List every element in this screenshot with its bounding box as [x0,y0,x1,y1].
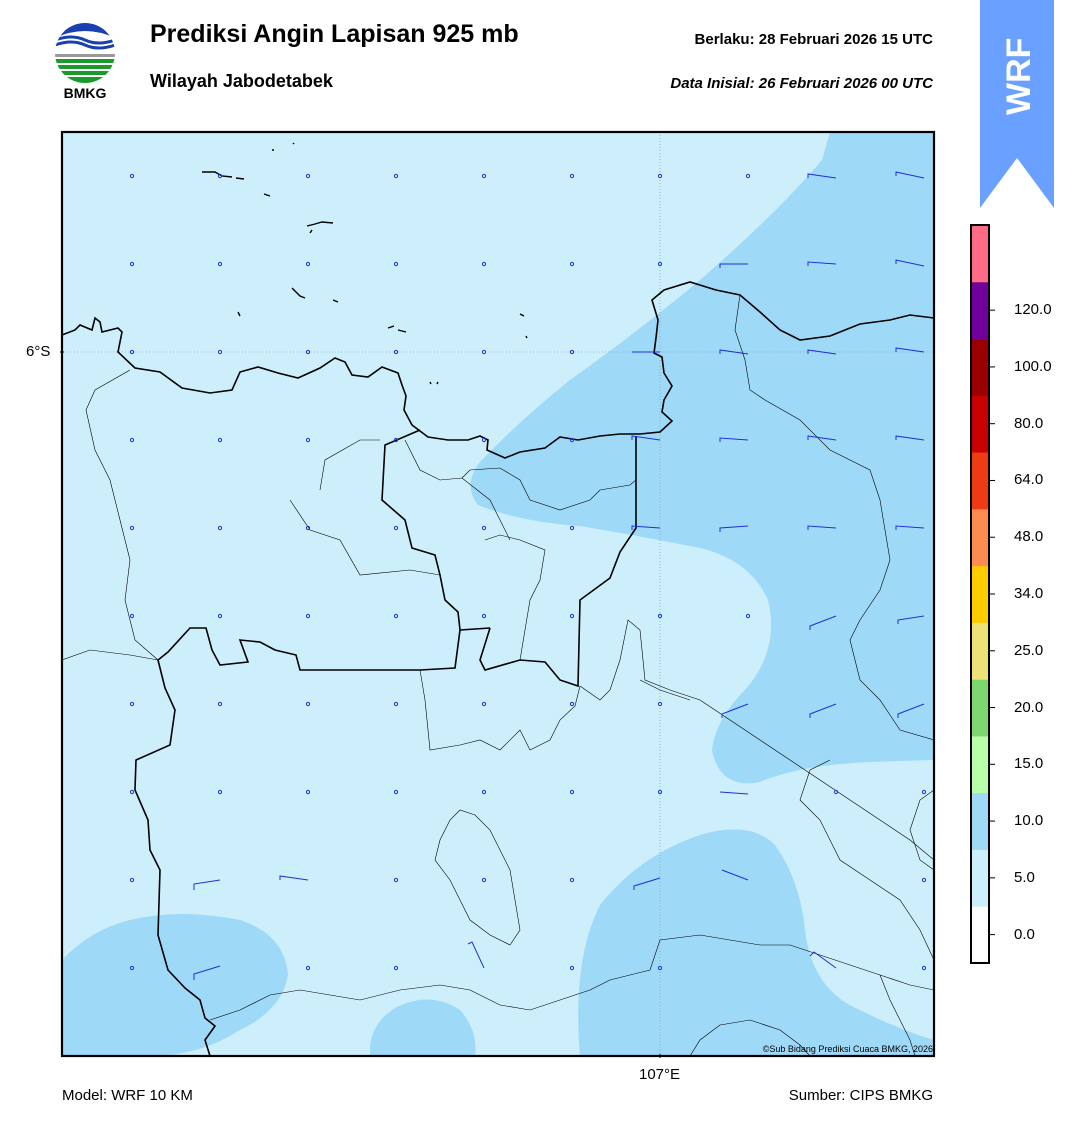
bmkg-logo: BMKG [55,23,115,100]
colorbar-tick-label: 10.0 [1014,812,1044,830]
source-label: Sumber: CIPS BMKG [788,1087,933,1104]
shade-high-ne [470,132,934,784]
province-boundary [134,429,461,1056]
wrf-banner: WRF [980,0,1054,208]
colorbar-tick-label: 64.0 [1014,471,1044,489]
page-title: Prediksi Angin Lapisan 925 mb [150,20,519,48]
shade-high-sw [62,914,288,1056]
colorbar-tick-label: 120.0 [1014,301,1052,319]
colorbar-tick-label: 20.0 [1014,698,1044,716]
wrf-banner-text: WRF [1000,38,1038,115]
colorbar-tick-label: 48.0 [1014,528,1044,546]
colorbar-tick-label: 80.0 [1014,414,1044,432]
longitude-label: 107°E [639,1066,681,1083]
copyright-text: ©Sub Bidang Prediksi Cuaca BMKG, 2026 [762,1044,933,1054]
latitude-label: 6°S [26,343,51,360]
shade-high-s [369,999,476,1056]
colorbar-tick-label: 5.0 [1014,868,1035,886]
colorbar-tick-label: 0.0 [1014,925,1035,943]
valid-time: Berlaku: 28 Februari 2026 15 UTC [694,31,933,48]
model-label: Model: WRF 10 KM [62,1087,193,1104]
map-frame [60,130,936,1058]
shade-high-se [578,829,934,1056]
logo-text: BMKG [64,85,107,100]
coastline [62,281,934,459]
colorbar-tick-label: 25.0 [1014,641,1044,659]
initial-time: Data Inisial: 26 Februari 2026 00 UTC [670,75,933,92]
wind-calm-markers [129,173,927,971]
colorbar-tick-label: 34.0 [1014,585,1044,602]
colorbar-tick-label: 15.0 [1014,755,1044,773]
wind-barbs [193,171,925,980]
colorbar-tick-label: 100.0 [1014,357,1052,375]
page-subtitle: Wilayah Jabodetabek [150,71,333,91]
